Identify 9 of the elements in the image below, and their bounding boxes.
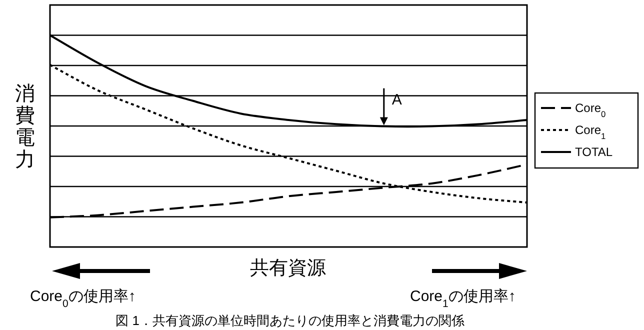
text: Core$_{1}$の使用率↑: [410, 288, 516, 310]
x-axis-title: 共有資源: [250, 258, 326, 279]
y-axis-title: 消費電力: [15, 83, 35, 171]
legend-label: TOTAL: [575, 145, 613, 159]
text: Core$_{0}$の使用率↑: [30, 288, 136, 310]
legend-label: Core$_{1}$: [575, 123, 606, 141]
legend-label: Core$_{0}$: [575, 101, 606, 119]
annotation: A: [392, 91, 402, 108]
caption: 図 1．共有資源の単位時間あたりの使用率と消費電力の関係: [116, 313, 464, 328]
